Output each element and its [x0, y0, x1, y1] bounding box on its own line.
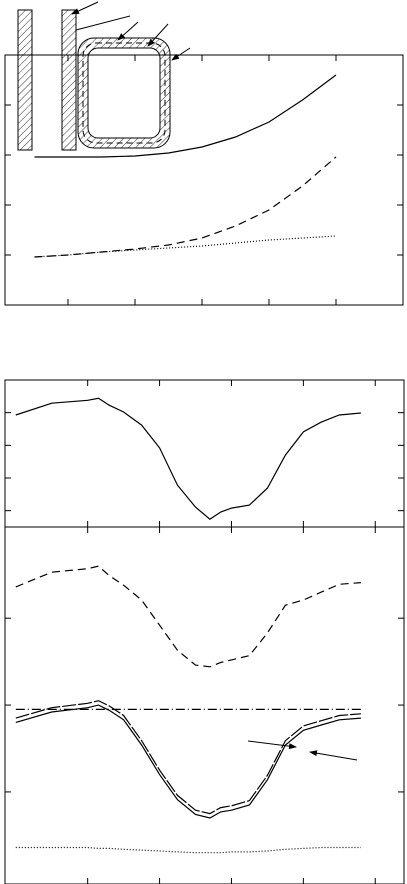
tube-mid: [82, 42, 166, 144]
series-line: [15, 846, 361, 854]
arrow: [117, 21, 139, 41]
arrows: [247, 740, 358, 761]
inset: [17, 1, 191, 151]
series-line: [15, 565, 361, 668]
hatched-plate: [61, 9, 77, 151]
arrow: [171, 47, 191, 61]
arrow: [247, 740, 297, 750]
series-line: [34, 156, 337, 258]
series-line: [15, 700, 361, 815]
plot-frame: [4, 54, 404, 306]
arrow: [71, 1, 99, 15]
series-line: [15, 704, 361, 819]
leader: [75, 15, 131, 31]
hatched-plate: [17, 9, 33, 151]
tube-inner: [87, 47, 161, 139]
series-line: [15, 397, 361, 520]
series-line: [34, 74, 337, 158]
arrow: [147, 23, 169, 47]
series-line: [34, 235, 337, 258]
arrow: [309, 750, 358, 761]
